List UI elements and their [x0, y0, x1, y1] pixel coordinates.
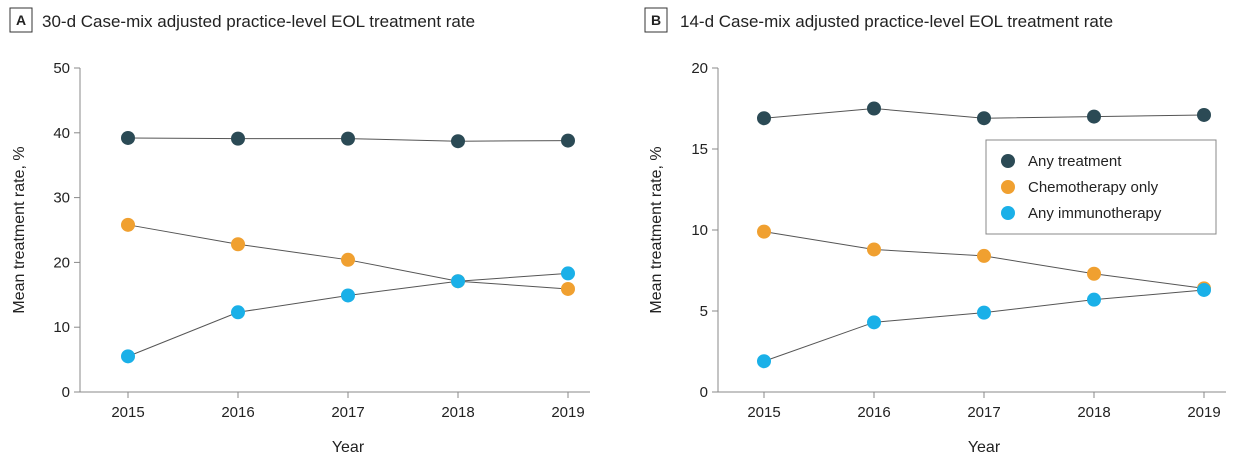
- panel-a-series-3-point: [561, 266, 575, 281]
- panel-a-y-tick-label: 50: [53, 60, 70, 77]
- panel-b-series-3-point: [977, 305, 991, 320]
- panel-b-series-2-point: [757, 224, 771, 239]
- panel-b-y-tick-label: 15: [691, 141, 708, 158]
- panel-a-series-1-point: [231, 131, 245, 146]
- panel-a-y-tick-label: 10: [53, 319, 70, 336]
- panel-b-series-2-point: [977, 248, 991, 263]
- panel-a-series-2-point: [121, 217, 135, 232]
- panel-b-y-tick-label: 10: [691, 222, 708, 239]
- panel-b-series-3-point: [1197, 282, 1211, 297]
- panel-a-letter-box: [9, 7, 33, 33]
- panel-a-series-2-point: [561, 281, 575, 296]
- panel-b-series-3-point: [757, 354, 771, 369]
- panel-a-series-1-point: [121, 130, 135, 145]
- panel-a-series-3-point: [341, 288, 355, 303]
- panel-b-x-tick-label: 2016: [857, 404, 890, 421]
- panel-b-series-3-point: [867, 315, 881, 330]
- panel-a-x-tick-label: 2015: [111, 404, 144, 421]
- panel-a-y-tick-label: 20: [53, 254, 70, 271]
- panel-a-series-2-point: [231, 237, 245, 252]
- panel-a-x-axis-label: Year: [332, 439, 365, 456]
- panel-a-x-tick-label: 2017: [331, 404, 364, 421]
- panel-a-series-1-point: [451, 134, 465, 149]
- panel-a-series-3-point: [451, 274, 465, 289]
- panel-b-x-tick-label: 2019: [1187, 404, 1220, 421]
- panel-a-title: 30-d Case-mix adjusted practice-level EO…: [42, 12, 475, 31]
- panel-b-letter: B: [651, 12, 661, 28]
- panel-b-series-2-point: [1087, 266, 1101, 281]
- panel-a-series-3-line: [127, 272, 569, 357]
- panel-b-series-1-point: [1087, 109, 1101, 124]
- panel-a-x-tick-label: 2016: [221, 404, 254, 421]
- panel-a-series-3-point: [231, 305, 245, 320]
- panel-a-y-tick-label: 0: [62, 384, 70, 401]
- panel-a-letter: A: [16, 12, 26, 28]
- panel-a-x-tick-label: 2018: [441, 404, 474, 421]
- panel-b-series-2-point: [867, 242, 881, 257]
- panel-b-series-1-point: [757, 111, 771, 126]
- panel-b-x-tick-label: 2015: [747, 404, 780, 421]
- panel-b-series-1-point: [1197, 107, 1211, 122]
- panel-b-letter-box: [644, 7, 668, 33]
- panel-a-series-3-point: [121, 349, 135, 364]
- panel-b-legend-label-1: Any treatment: [1028, 153, 1122, 170]
- panel-a-series-2-point: [341, 252, 355, 267]
- panel-b-legend: [985, 139, 1217, 235]
- panel-b-series-3-line: [763, 289, 1205, 362]
- panel-b-legend-marker-3: [1001, 206, 1015, 220]
- panel-a-y-tick-label: 30: [53, 190, 70, 207]
- panel-a-series-1-point: [341, 131, 355, 146]
- panel-b-x-tick-label: 2017: [967, 404, 1000, 421]
- panel-b-y-tick-label: 5: [700, 303, 708, 320]
- panel-a-series-1-point: [561, 133, 575, 148]
- panel-a-y-tick-label: 40: [53, 125, 70, 142]
- panel-b-series-1-point: [977, 111, 991, 126]
- panel-b-legend-marker-2: [1001, 180, 1015, 194]
- panel-b-y-tick-label: 20: [691, 60, 708, 77]
- panel-b-title: 14-d Case-mix adjusted practice-level EO…: [680, 12, 1113, 31]
- panel-b-x-tick-label: 2018: [1077, 404, 1110, 421]
- panel-a-y-axis-label: Mean treatment rate, %: [11, 146, 28, 313]
- panel-b-series-3-point: [1087, 292, 1101, 307]
- panel-b-legend-label-2: Chemotherapy only: [1028, 179, 1159, 196]
- panel-b-series-1-point: [867, 101, 881, 116]
- panel-a-x-tick-label: 2019: [551, 404, 584, 421]
- panel-b-y-axis-label: Mean treatment rate, %: [648, 146, 665, 313]
- panel-b-y-tick-label: 0: [700, 384, 708, 401]
- panel-b-legend-marker-1: [1001, 154, 1015, 168]
- panel-b-legend-label-3: Any immunotherapy: [1028, 205, 1162, 222]
- panel-b-x-axis-label: Year: [968, 439, 1001, 456]
